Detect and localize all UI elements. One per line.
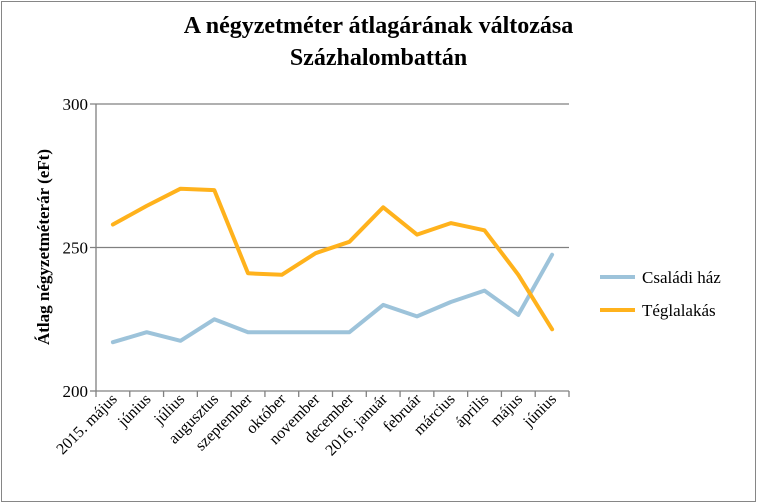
y-axis-label: Átlag négyzetméterár (eFt)	[34, 149, 53, 345]
x-tick-labels: 2015. májusjúniusjúliusaugusztusszeptemb…	[53, 390, 560, 459]
x-tick-label-1: június	[114, 391, 154, 431]
legend-label-1: Téglalakás	[642, 301, 716, 320]
legend-label-0: Családi ház	[642, 268, 721, 287]
series-line-1	[110, 186, 555, 332]
y-tick-labels: 200 250 300	[63, 95, 89, 401]
x-tick-label-12: május	[487, 391, 526, 430]
axes	[90, 104, 570, 397]
series-lines	[110, 186, 555, 345]
x-tick-label-11: április	[452, 391, 492, 431]
legend: Családi ház Téglalakás	[600, 268, 721, 320]
chart-title-line-2: Százhalombattán	[289, 45, 468, 71]
y-tick-label-250: 250	[63, 239, 89, 258]
series-line-0	[110, 252, 555, 345]
chart-title-line-1: A négyzetméter átlagárának változása	[183, 13, 574, 39]
chart-title: A négyzetméter átlagárának változása Szá…	[0, 10, 757, 74]
x-tick-label-13: június	[520, 391, 560, 431]
y-tick-label-300: 300	[63, 95, 89, 114]
y-tick-label-200: 200	[63, 382, 89, 401]
gridlines	[90, 103, 569, 249]
